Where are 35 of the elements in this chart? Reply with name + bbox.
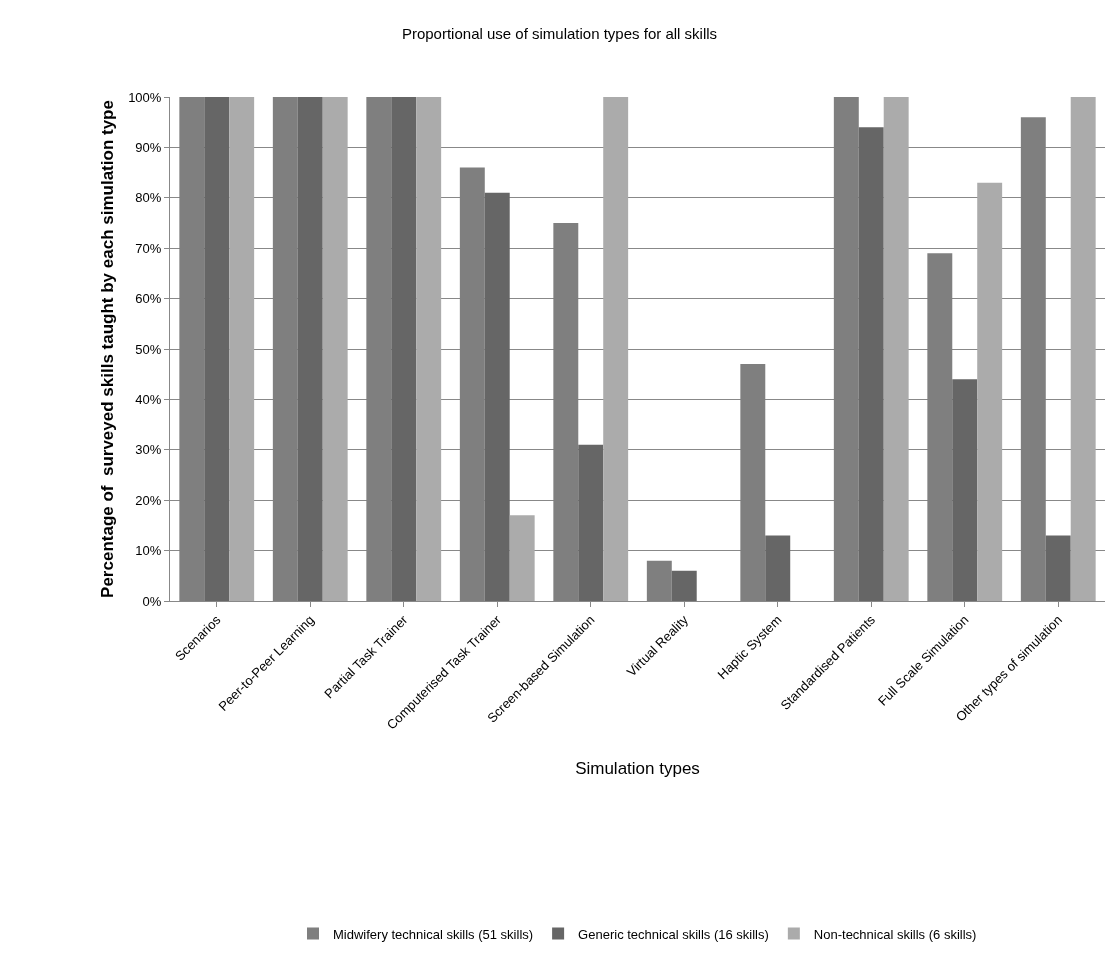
bar (322, 97, 348, 601)
y-tick-label: 100% (128, 89, 162, 105)
y-tick-label: 70% (135, 240, 162, 256)
bar (977, 182, 1003, 601)
legend-label: Generic technical skills (16 skills) (578, 926, 769, 942)
y-tick-label: 20% (135, 492, 162, 508)
legend-label: Midwifery technical skills (51 skills) (333, 926, 534, 942)
bar (204, 97, 230, 601)
bar (1070, 97, 1096, 601)
legend-label: Non-technical skills (6 skills) (813, 926, 977, 942)
bar (952, 379, 978, 601)
y-axis-title: Percentage of surveyed skills taught by each simulation type (97, 100, 117, 598)
bar (1045, 535, 1071, 601)
chart-title: Proportional use of simulation types for all skills (401, 25, 718, 43)
y-tick-label: 60% (135, 291, 162, 307)
bar (297, 97, 323, 601)
bar (229, 97, 255, 601)
y-tick-label: 10% (135, 543, 162, 559)
bar (578, 444, 604, 601)
x-axis-title: Simulation types (575, 758, 700, 778)
bar (858, 127, 884, 601)
bar (509, 515, 535, 601)
y-tick-label: 30% (135, 442, 162, 458)
bar (671, 570, 697, 601)
y-tick-label: 40% (135, 391, 162, 407)
bar (883, 97, 909, 601)
bar (603, 97, 629, 601)
y-tick-label: 80% (135, 190, 162, 206)
bar (391, 97, 417, 601)
bar (484, 192, 510, 601)
bar (416, 97, 442, 601)
bar (765, 535, 791, 601)
y-tick-label: 50% (135, 341, 162, 357)
y-tick-label: 90% (135, 139, 162, 155)
y-tick-label: 0% (142, 593, 162, 609)
